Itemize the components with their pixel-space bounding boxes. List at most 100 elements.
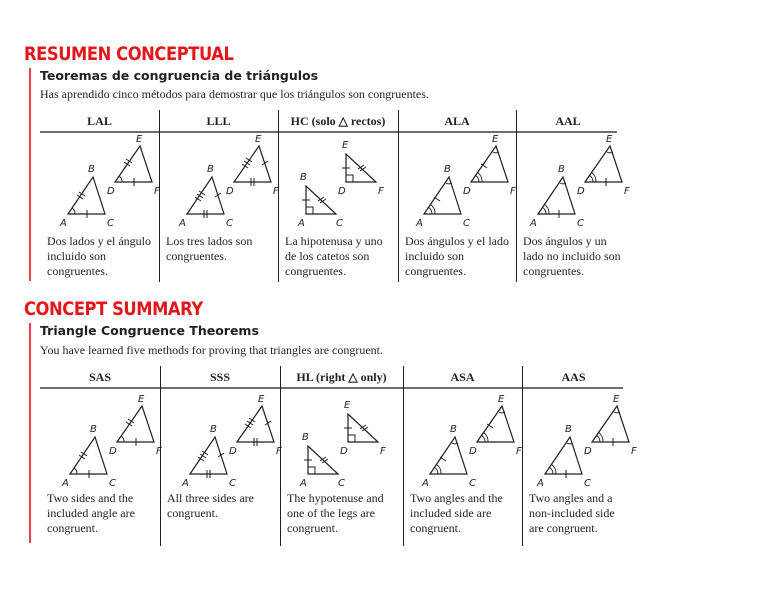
svg-text:B: B <box>88 164 95 175</box>
svg-text:C: C <box>226 218 233 229</box>
column-header-asa: ASA <box>450 370 475 384</box>
column-divider <box>160 366 161 546</box>
aas-triangles-figure: A B C D E F <box>536 394 637 499</box>
aas-triangles-figure: A B C D E F <box>529 134 630 239</box>
svg-text:A: A <box>529 218 537 229</box>
svg-text:B: B <box>90 424 97 435</box>
svg-text:F: F <box>516 446 522 457</box>
svg-text:D: D <box>229 446 237 457</box>
svg-text:B: B <box>302 432 309 443</box>
hl-triangles-figure: A B C D E F <box>299 400 400 499</box>
svg-text:B: B <box>207 164 214 175</box>
svg-text:E: E <box>492 134 499 145</box>
section-subtitle: Teoremas de congruencia de triángulos <box>40 68 319 83</box>
svg-text:F: F <box>276 446 282 457</box>
svg-text:B: B <box>450 424 457 435</box>
svg-text:A: A <box>297 218 305 229</box>
svg-text:E: E <box>138 394 145 405</box>
svg-text:C: C <box>229 478 236 489</box>
svg-text:A: A <box>178 218 186 229</box>
column-description: The hypotenuse and one of the legs are c… <box>287 491 384 535</box>
svg-text:D: D <box>469 446 477 457</box>
section-title: CONCEPT SUMMARY <box>24 298 203 320</box>
section-title: RESUMEN CONCEPTUAL <box>24 43 234 65</box>
svg-text:A: A <box>421 478 429 489</box>
column-description: Two angles and the included side are con… <box>410 491 503 535</box>
svg-text:F: F <box>156 446 162 457</box>
hl-triangles-figure: A B C D E F <box>297 140 398 239</box>
svg-text:E: E <box>344 400 351 411</box>
svg-text:C: C <box>336 218 343 229</box>
svg-text:B: B <box>444 164 451 175</box>
header-rule <box>40 131 617 133</box>
svg-text:A: A <box>415 218 423 229</box>
svg-text:A: A <box>59 218 67 229</box>
svg-text:C: C <box>577 218 584 229</box>
svg-text:C: C <box>338 478 345 489</box>
svg-text:E: E <box>258 394 265 405</box>
column-divider <box>278 110 279 282</box>
column-description: Dos lados y el ángulo incluido son congr… <box>47 234 151 278</box>
column-description: Two sides and the included angle are con… <box>47 491 135 535</box>
column-header-hc: HC (solo △ rectos) <box>290 114 386 128</box>
svg-text:A: A <box>299 478 307 489</box>
column-divider <box>280 366 281 546</box>
congruence-table: LAL A B C D E F Dos lados <box>40 108 630 283</box>
svg-text:C: C <box>107 218 114 229</box>
section-intro: Has aprendido cinco métodos para demostr… <box>40 87 429 101</box>
column-divider <box>398 110 399 282</box>
svg-text:F: F <box>273 186 279 197</box>
column-header-aas: AAS <box>561 370 586 384</box>
section-intro: You have learned five methods for provin… <box>40 343 384 357</box>
column-divider <box>159 110 160 282</box>
column-description: Two angles and a non-included side are c… <box>529 491 615 535</box>
column-description: Dos ángulos y un lado no incluido son co… <box>523 234 621 278</box>
svg-text:C: C <box>469 478 476 489</box>
sss-triangles-figure: A B C D E F <box>181 394 282 499</box>
svg-text:B: B <box>558 164 565 175</box>
svg-text:D: D <box>584 446 592 457</box>
svg-text:C: C <box>584 478 591 489</box>
svg-text:F: F <box>631 446 637 457</box>
column-description: Los tres lados son congruentes. <box>166 234 253 263</box>
asa-triangles-figure: A B C D E F <box>415 134 516 239</box>
column-header-lal: LAL <box>87 114 112 128</box>
svg-text:E: E <box>613 394 620 405</box>
svg-text:B: B <box>300 172 307 183</box>
column-description: All three sides are congruent. <box>167 491 254 520</box>
svg-text:D: D <box>340 446 348 457</box>
svg-text:D: D <box>338 186 346 197</box>
section-accent-bar <box>29 323 31 543</box>
asa-triangles-figure: A B C D E F <box>421 394 522 499</box>
column-divider <box>403 366 404 546</box>
svg-text:D: D <box>463 186 471 197</box>
svg-text:A: A <box>61 478 69 489</box>
svg-text:F: F <box>154 186 160 197</box>
svg-text:D: D <box>107 186 115 197</box>
column-header-sss: SSS <box>209 370 231 384</box>
column-header-ala: ALA <box>444 114 470 128</box>
column-header-hl: HL (right △ only) <box>296 370 387 384</box>
svg-text:D: D <box>577 186 585 197</box>
svg-text:C: C <box>463 218 470 229</box>
svg-text:C: C <box>109 478 116 489</box>
column-description: La hipotenusa y uno de los catetos son c… <box>285 234 383 278</box>
sas-triangles-figure: A B C D E F <box>59 134 160 239</box>
sss-triangles-figure: A B C D E F <box>178 134 279 239</box>
svg-text:F: F <box>510 186 516 197</box>
section-subtitle: Triangle Congruence Theorems <box>40 323 259 338</box>
svg-text:E: E <box>498 394 505 405</box>
svg-text:E: E <box>606 134 613 145</box>
column-header-lll: LLL <box>206 114 231 128</box>
svg-text:D: D <box>109 446 117 457</box>
header-rule <box>40 387 623 389</box>
column-header-aal: AAL <box>555 114 581 128</box>
svg-text:D: D <box>226 186 234 197</box>
svg-text:A: A <box>536 478 544 489</box>
svg-text:E: E <box>255 134 262 145</box>
column-divider <box>522 366 523 546</box>
section-accent-bar <box>29 68 31 281</box>
spanish-concept-summary: RESUMEN CONCEPTUAL Teoremas de congruenc… <box>0 0 768 290</box>
svg-text:E: E <box>342 140 349 151</box>
